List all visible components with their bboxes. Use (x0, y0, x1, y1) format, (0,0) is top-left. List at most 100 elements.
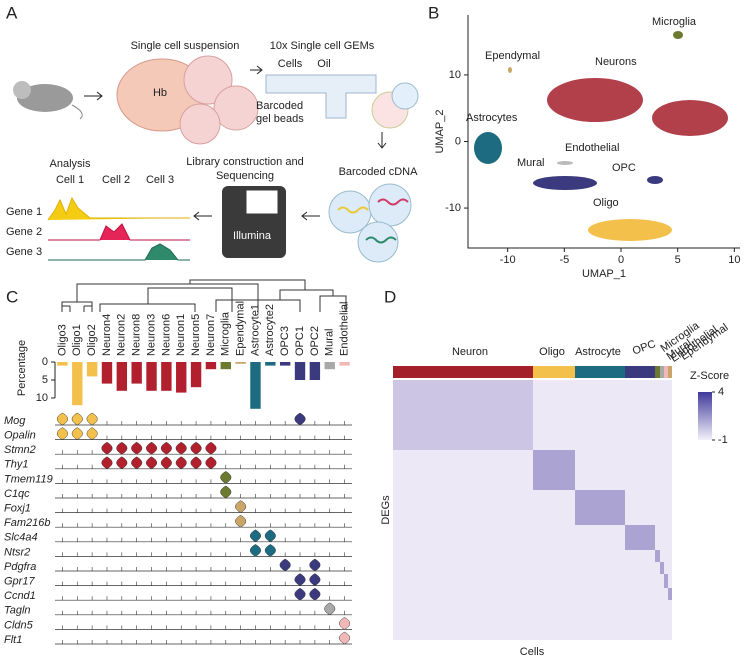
heatmap-block (393, 380, 533, 450)
heatmap-block (668, 588, 672, 600)
y-axis-label: Percentage (16, 340, 28, 396)
category-label: Astrocyte2 (264, 304, 276, 356)
chip-label: gel beads (256, 113, 304, 125)
step-label: 10x Single cell GEMs (270, 40, 375, 52)
gene-label: Gene 2 (6, 226, 42, 238)
cell-label: Cell 1 (56, 174, 84, 186)
category-label: Mural (324, 328, 336, 356)
category-label: Neuron6 (160, 314, 172, 356)
category-label: Neuron7 (205, 314, 217, 356)
step-label: Analysis (50, 158, 91, 170)
gene-label: Mog (4, 415, 26, 427)
arrow (377, 132, 387, 149)
violin (294, 573, 306, 586)
violin (294, 412, 306, 426)
bar (294, 362, 306, 380)
track (48, 223, 190, 241)
group-bar (660, 366, 664, 378)
bar (72, 362, 83, 406)
violin (175, 456, 187, 470)
heatmap-block (664, 574, 668, 588)
y-axis-label: DEGs (380, 495, 392, 525)
category-label: Neuron4 (101, 314, 113, 356)
bar (205, 362, 217, 370)
cluster-label: Endothelial (565, 142, 619, 154)
sequencer-label: Illumina (233, 230, 272, 242)
heatmap-block (533, 450, 575, 490)
cell-drop (179, 103, 221, 145)
violin (309, 573, 321, 586)
violin (294, 587, 306, 601)
violin (101, 441, 113, 455)
sequencer-screen (245, 189, 279, 215)
y-tick-label: -10 (445, 202, 461, 214)
step-label: Single cell suspension (131, 40, 240, 52)
group-label: Oligo (539, 346, 565, 358)
panel-label: C (6, 287, 18, 306)
group-label: OPC (631, 338, 658, 357)
group-bar (655, 366, 660, 378)
gene-label: Gene 1 (6, 206, 42, 218)
violin (220, 471, 232, 484)
violin (56, 412, 68, 426)
track (48, 243, 190, 261)
cluster-label: Oligo (593, 197, 619, 209)
violin (86, 427, 98, 440)
colorbar-label: Z-Score (690, 370, 729, 382)
y-tick-label: 10 (449, 69, 461, 81)
violin (131, 456, 143, 470)
category-label: Neuron8 (131, 314, 143, 356)
cell-label: Cell 2 (102, 174, 130, 186)
gene-label: Slc4a4 (4, 532, 38, 544)
cluster-label: Ependymal (485, 50, 540, 62)
cell-drop (183, 55, 233, 105)
gene-label: Stmn2 (4, 444, 36, 456)
violin (309, 587, 321, 601)
bar (190, 362, 202, 388)
bar (235, 362, 246, 364)
y-tick-label: 5 (42, 374, 48, 386)
violin (264, 544, 276, 557)
umap-clusters (474, 31, 728, 241)
panel-label: B (428, 3, 439, 22)
cdna (328, 183, 412, 263)
violin (146, 441, 158, 455)
violin (56, 427, 68, 440)
group-bar (533, 366, 575, 378)
heatmap-block (655, 550, 660, 562)
mouse (17, 84, 73, 112)
arrow (301, 211, 320, 221)
bar (146, 362, 157, 391)
gene-label: Tmem119 (4, 473, 53, 485)
gene-label: C1qc (4, 488, 30, 500)
violin (279, 558, 291, 572)
mouse-ear (13, 81, 31, 99)
group-bar (664, 366, 668, 378)
violin (309, 558, 321, 572)
x-tick-label: -10 (500, 254, 516, 266)
violin (190, 456, 202, 470)
bar (101, 362, 113, 384)
gene-label: Opalin (4, 430, 36, 442)
x-tick-label: -5 (559, 254, 569, 266)
violin (249, 529, 261, 543)
mouse-tail (71, 104, 83, 120)
group-bar (393, 366, 533, 378)
bar (57, 362, 68, 366)
gene-label: Flt1 (4, 634, 22, 646)
gene-label: Thy1 (4, 459, 28, 471)
colorbar (698, 392, 712, 440)
gene-label: Tagln (4, 605, 31, 617)
violin (160, 456, 172, 470)
bar (116, 362, 128, 391)
violin (264, 529, 276, 543)
cluster-label: OPC (612, 162, 636, 174)
gene-label: Gpr17 (4, 576, 35, 588)
step-label: Sequencing (216, 170, 274, 182)
x-axis-label: Cells (520, 646, 545, 658)
category-label: Astrocyte1 (249, 304, 261, 356)
cluster-label: Astrocytes (466, 112, 518, 124)
chip-label: Oil (317, 58, 330, 70)
chip (265, 74, 377, 119)
violin (220, 485, 232, 499)
